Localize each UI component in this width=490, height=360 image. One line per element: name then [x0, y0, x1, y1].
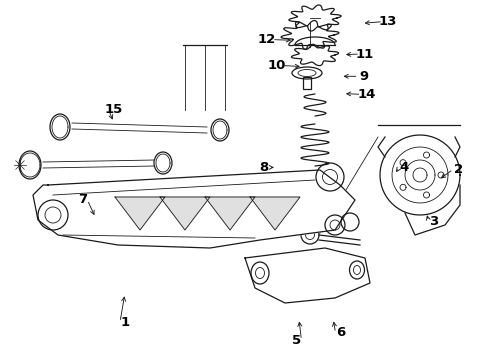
Bar	[303, 77, 311, 89]
Text: 5: 5	[292, 334, 301, 347]
Text: 10: 10	[268, 59, 286, 72]
Ellipse shape	[50, 114, 70, 140]
Text: 3: 3	[429, 215, 438, 228]
Text: 8: 8	[259, 161, 268, 174]
Text: 1: 1	[121, 316, 129, 329]
Text: 2: 2	[454, 163, 463, 176]
Ellipse shape	[19, 151, 41, 179]
Polygon shape	[205, 197, 255, 230]
Bar	[301, 195, 319, 230]
Text: 12: 12	[258, 33, 276, 46]
Polygon shape	[115, 197, 165, 230]
Text: 9: 9	[359, 70, 368, 83]
Text: 4: 4	[400, 161, 409, 174]
Text: 13: 13	[379, 15, 397, 28]
Polygon shape	[245, 248, 370, 303]
Text: 6: 6	[336, 327, 345, 339]
Text: 14: 14	[357, 88, 376, 101]
Polygon shape	[250, 197, 300, 230]
Text: 15: 15	[104, 103, 123, 116]
Polygon shape	[160, 197, 210, 230]
Text: 11: 11	[356, 48, 374, 60]
Text: 7: 7	[78, 193, 87, 206]
Ellipse shape	[211, 119, 229, 141]
Polygon shape	[33, 170, 355, 248]
Ellipse shape	[154, 152, 172, 174]
